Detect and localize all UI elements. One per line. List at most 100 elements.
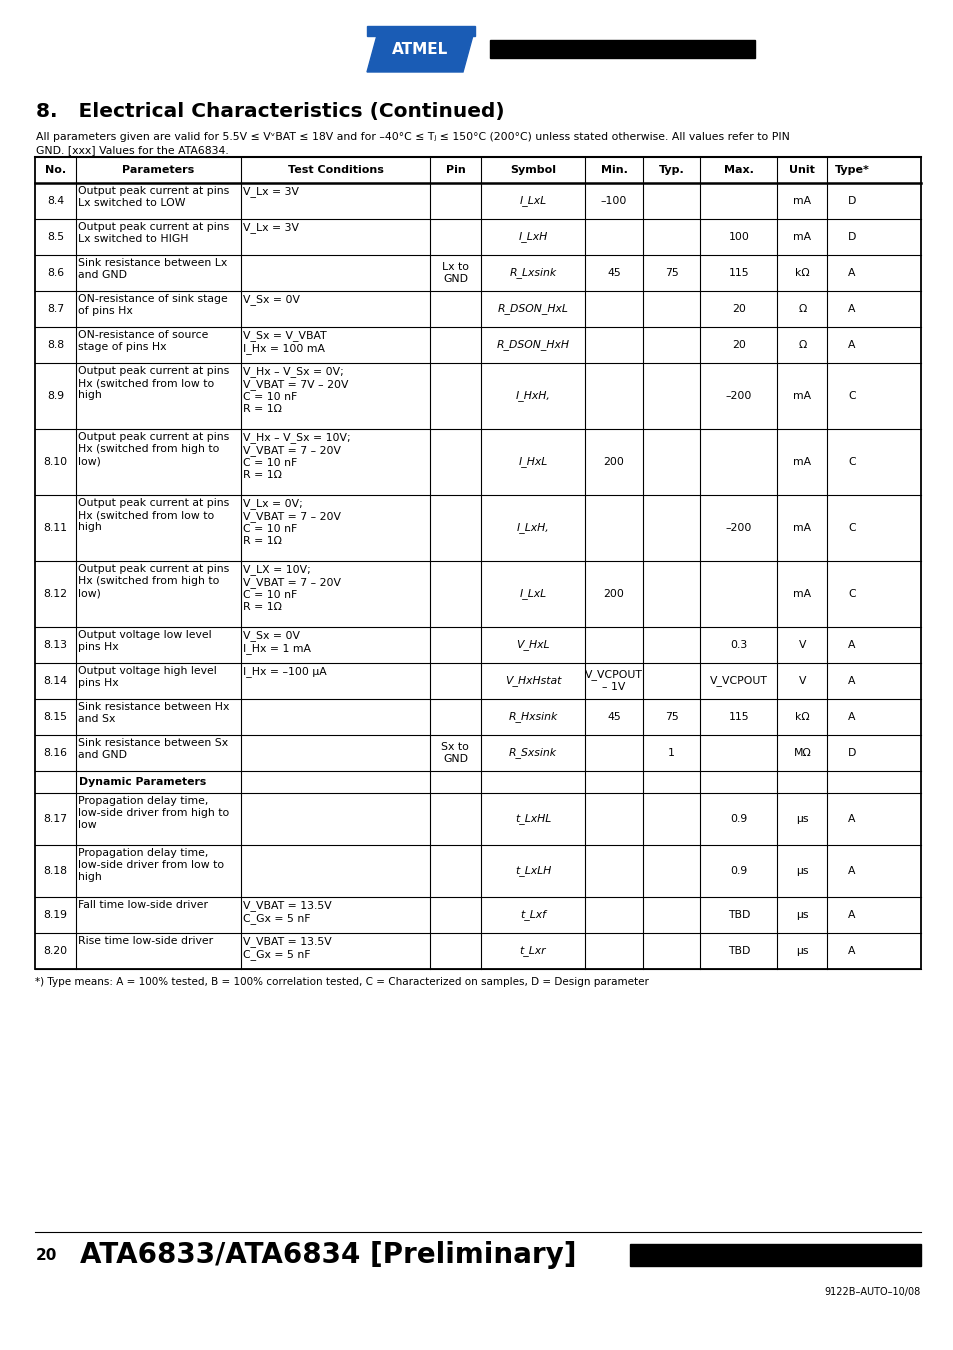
Text: D: D: [847, 748, 855, 757]
Text: V_Lx = 0V;
V_VBAT = 7 – 20V
C = 10 nF
R = 1Ω: V_Lx = 0V; V_VBAT = 7 – 20V C = 10 nF R …: [243, 498, 341, 545]
Text: μs: μs: [795, 814, 808, 824]
Text: Output peak current at pins
Hx (switched from high to
low): Output peak current at pins Hx (switched…: [78, 564, 229, 598]
Text: 20: 20: [731, 340, 745, 350]
Text: A: A: [847, 814, 855, 824]
Text: V_Hx – V_Sx = 10V;
V_VBAT = 7 – 20V
C = 10 nF
R = 1Ω: V_Hx – V_Sx = 10V; V_VBAT = 7 – 20V C = …: [243, 432, 351, 479]
Text: Dynamic Parameters: Dynamic Parameters: [79, 778, 206, 787]
Text: 8.17: 8.17: [43, 814, 68, 824]
Text: I_LxH,: I_LxH,: [516, 522, 549, 533]
Text: V_VCPOUT: V_VCPOUT: [709, 675, 767, 686]
Text: Sink resistance between Hx
and Sx: Sink resistance between Hx and Sx: [78, 702, 229, 724]
Bar: [629, 1243, 920, 1266]
Text: 45: 45: [606, 711, 620, 722]
Text: –100: –100: [600, 196, 626, 207]
Text: kΩ: kΩ: [794, 269, 809, 278]
Polygon shape: [367, 28, 475, 72]
Text: Type*: Type*: [834, 165, 868, 176]
Text: A: A: [847, 946, 855, 956]
Bar: [367, 26, 475, 36]
Text: D: D: [847, 196, 855, 207]
Bar: [35, 157, 920, 969]
Text: 45: 45: [606, 269, 620, 278]
Text: A: A: [847, 269, 855, 278]
Text: –200: –200: [725, 392, 751, 401]
Text: A: A: [847, 640, 855, 649]
Text: ON-resistance of sink stage
of pins Hx: ON-resistance of sink stage of pins Hx: [78, 294, 227, 316]
Text: 0.3: 0.3: [730, 640, 747, 649]
Text: 8.15: 8.15: [43, 711, 68, 722]
Text: 20: 20: [731, 304, 745, 315]
Text: kΩ: kΩ: [794, 711, 809, 722]
Text: mA: mA: [792, 392, 810, 401]
Text: 8.4: 8.4: [47, 196, 64, 207]
Text: I_HxL: I_HxL: [517, 456, 547, 467]
Text: Rise time low-side driver: Rise time low-side driver: [78, 936, 213, 946]
Text: 8.10: 8.10: [43, 458, 68, 467]
Bar: [490, 40, 754, 58]
Text: MΩ: MΩ: [793, 748, 810, 757]
Text: Sink resistance between Lx
and GND: Sink resistance between Lx and GND: [78, 258, 227, 279]
Text: V_Sx = 0V: V_Sx = 0V: [243, 294, 300, 305]
Text: V: V: [798, 640, 805, 649]
Text: I_HxH,: I_HxH,: [515, 390, 550, 401]
Text: mA: mA: [792, 232, 810, 242]
Text: V_HxHstat: V_HxHstat: [504, 675, 560, 686]
Text: Output peak current at pins
Lx switched to LOW: Output peak current at pins Lx switched …: [78, 186, 229, 208]
Text: Output voltage high level
pins Hx: Output voltage high level pins Hx: [78, 666, 216, 688]
Text: 200: 200: [603, 589, 624, 599]
Text: 8.5: 8.5: [47, 232, 64, 242]
Text: mA: mA: [792, 589, 810, 599]
Text: Max.: Max.: [723, 165, 753, 176]
Text: 115: 115: [728, 269, 748, 278]
Text: t_LxLH: t_LxLH: [515, 865, 551, 876]
Text: mA: mA: [792, 522, 810, 533]
Text: 8.   Electrical Characteristics (Continued): 8. Electrical Characteristics (Continued…: [36, 103, 504, 122]
Text: mA: mA: [792, 458, 810, 467]
Text: V_Lx = 3V: V_Lx = 3V: [243, 221, 299, 234]
Text: R_Lxsink: R_Lxsink: [509, 267, 556, 278]
Text: μs: μs: [795, 910, 808, 919]
Text: Propagation delay time,
low-side driver from high to
low: Propagation delay time, low-side driver …: [78, 796, 229, 830]
Text: A: A: [847, 711, 855, 722]
Text: Parameters: Parameters: [122, 165, 194, 176]
Text: Sx to
GND: Sx to GND: [441, 743, 469, 764]
Text: 20: 20: [36, 1247, 57, 1262]
Text: 8.7: 8.7: [47, 304, 64, 315]
Text: TBD: TBD: [727, 910, 749, 919]
Text: –200: –200: [725, 522, 751, 533]
Text: 0.9: 0.9: [730, 814, 747, 824]
Text: Test Conditions: Test Conditions: [288, 165, 383, 176]
Text: 8.9: 8.9: [47, 392, 64, 401]
Text: V_VBAT = 13.5V
C_Gx = 5 nF: V_VBAT = 13.5V C_Gx = 5 nF: [243, 900, 332, 923]
Text: Output peak current at pins
Lx switched to HIGH: Output peak current at pins Lx switched …: [78, 221, 229, 244]
Text: 8.14: 8.14: [43, 676, 68, 686]
Text: V_HxL: V_HxL: [516, 640, 549, 651]
Text: t_Lxf: t_Lxf: [519, 910, 545, 921]
Text: 1: 1: [667, 748, 675, 757]
Text: 100: 100: [728, 232, 748, 242]
Text: 0.9: 0.9: [730, 865, 747, 876]
Text: C: C: [847, 589, 855, 599]
Text: R_Hxsink: R_Hxsink: [508, 711, 557, 722]
Text: mA: mA: [792, 196, 810, 207]
Text: t_LxHL: t_LxHL: [515, 814, 551, 825]
Text: 8.12: 8.12: [43, 589, 68, 599]
Text: A: A: [847, 676, 855, 686]
Text: No.: No.: [45, 165, 66, 176]
Text: t_Lxr: t_Lxr: [519, 945, 546, 956]
Text: ATMEL: ATMEL: [392, 42, 448, 58]
Text: 8.16: 8.16: [43, 748, 68, 757]
Text: V_VBAT = 13.5V
C_Gx = 5 nF: V_VBAT = 13.5V C_Gx = 5 nF: [243, 936, 332, 960]
Text: ATA6833/ATA6834 [Preliminary]: ATA6833/ATA6834 [Preliminary]: [80, 1241, 576, 1269]
Text: 200: 200: [603, 458, 624, 467]
Text: 8.11: 8.11: [43, 522, 68, 533]
Text: Output peak current at pins
Hx (switched from low to
high: Output peak current at pins Hx (switched…: [78, 498, 229, 532]
Text: Output voltage low level
pins Hx: Output voltage low level pins Hx: [78, 630, 212, 652]
Text: Output peak current at pins
Hx (switched from high to
low): Output peak current at pins Hx (switched…: [78, 432, 229, 466]
Text: Min.: Min.: [600, 165, 627, 176]
Text: *) Type means: A = 100% tested, B = 100% correlation tested, C = Characterized o: *) Type means: A = 100% tested, B = 100%…: [35, 977, 648, 987]
Text: 8.13: 8.13: [43, 640, 68, 649]
Text: Propagation delay time,
low-side driver from low to
high: Propagation delay time, low-side driver …: [78, 848, 224, 882]
Text: V_Sx = V_VBAT
I_Hx = 100 mA: V_Sx = V_VBAT I_Hx = 100 mA: [243, 329, 327, 354]
Text: C: C: [847, 458, 855, 467]
